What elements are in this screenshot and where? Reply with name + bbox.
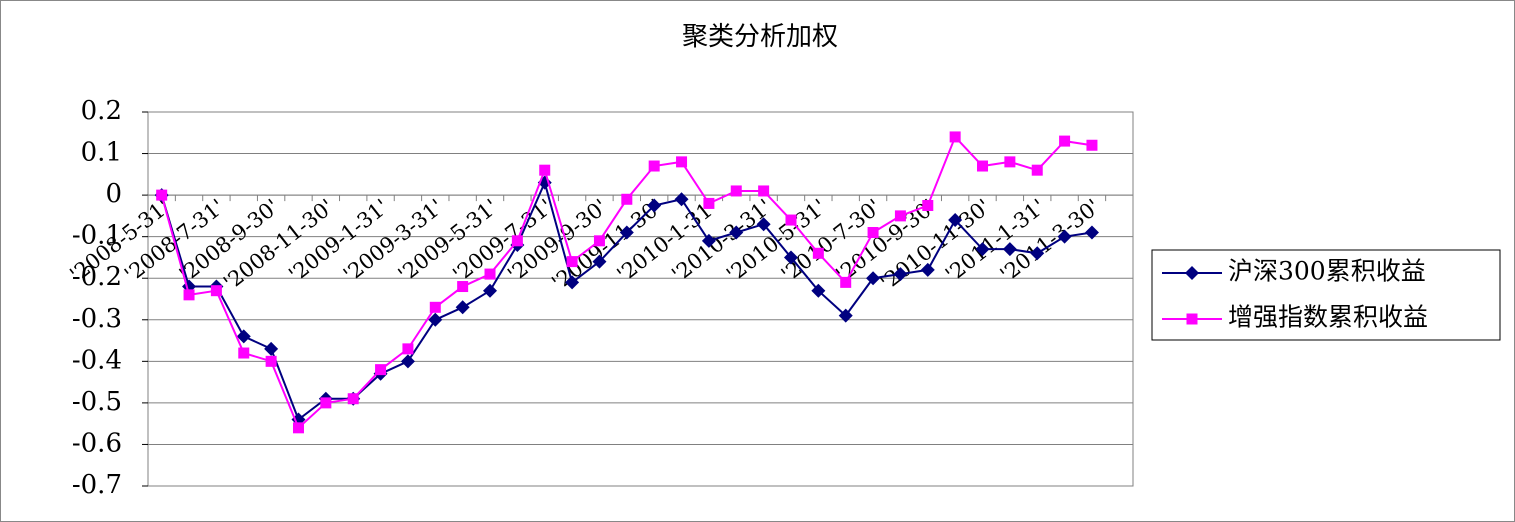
marker bbox=[511, 235, 523, 247]
marker bbox=[812, 247, 824, 259]
marker bbox=[920, 262, 935, 277]
marker bbox=[838, 308, 853, 323]
y-tick-label: -0.1 bbox=[72, 221, 122, 251]
marker bbox=[264, 341, 279, 356]
marker bbox=[783, 250, 798, 265]
marker bbox=[210, 285, 222, 297]
marker bbox=[949, 131, 961, 143]
marker bbox=[893, 267, 908, 282]
marker bbox=[922, 200, 934, 211]
marker bbox=[347, 393, 359, 405]
marker bbox=[674, 192, 689, 207]
marker bbox=[619, 225, 634, 240]
legend bbox=[1151, 249, 1501, 341]
legend-marker bbox=[1186, 313, 1198, 325]
marker bbox=[428, 312, 443, 327]
marker bbox=[701, 233, 716, 248]
marker bbox=[811, 283, 826, 298]
marker bbox=[592, 254, 607, 269]
marker bbox=[238, 347, 250, 359]
marker bbox=[156, 189, 168, 201]
marker bbox=[703, 197, 715, 209]
marker bbox=[539, 164, 551, 176]
marker bbox=[292, 422, 304, 434]
y-tick-label: 0.1 bbox=[81, 138, 122, 168]
marker bbox=[1002, 242, 1017, 257]
marker bbox=[183, 289, 195, 301]
marker bbox=[457, 281, 469, 293]
marker bbox=[236, 329, 251, 344]
y-tick-label: -0.3 bbox=[72, 304, 122, 334]
marker bbox=[867, 227, 879, 239]
marker bbox=[975, 242, 990, 257]
chart-title: 聚类分析加权 bbox=[682, 22, 838, 52]
marker bbox=[400, 354, 415, 369]
marker bbox=[730, 185, 742, 197]
marker bbox=[1030, 246, 1045, 261]
marker bbox=[566, 256, 578, 268]
marker bbox=[375, 364, 387, 376]
legend-marker bbox=[1185, 266, 1199, 280]
marker bbox=[729, 225, 744, 240]
marker bbox=[977, 160, 989, 172]
marker bbox=[484, 268, 496, 280]
y-tick-label: -0.7 bbox=[72, 470, 122, 500]
marker bbox=[758, 185, 770, 197]
marker bbox=[676, 156, 688, 168]
legend-label: 增强指数累积收益 bbox=[1228, 303, 1428, 332]
marker bbox=[429, 301, 441, 313]
marker bbox=[593, 235, 605, 247]
marker bbox=[894, 210, 906, 222]
marker bbox=[483, 283, 498, 298]
marker bbox=[840, 276, 852, 288]
marker bbox=[756, 217, 771, 232]
y-tick-label: 0.2 bbox=[81, 96, 122, 126]
marker bbox=[1086, 139, 1098, 151]
y-tick-label: -0.6 bbox=[72, 428, 122, 458]
marker bbox=[647, 198, 662, 213]
y-tick-label: -0.5 bbox=[72, 387, 122, 417]
y-tick-label: 0 bbox=[105, 179, 122, 209]
legend-label: 沪深300累积收益 bbox=[1228, 257, 1426, 286]
marker bbox=[565, 275, 580, 290]
marker bbox=[866, 271, 881, 286]
marker bbox=[320, 397, 332, 409]
marker bbox=[265, 355, 277, 367]
marker bbox=[1059, 135, 1071, 147]
marker bbox=[1084, 225, 1099, 240]
y-tick-label: -0.2 bbox=[72, 262, 122, 292]
marker bbox=[455, 300, 470, 315]
marker bbox=[1004, 156, 1016, 168]
marker bbox=[402, 343, 414, 355]
marker bbox=[648, 160, 660, 172]
marker bbox=[1031, 164, 1043, 176]
y-tick-label: -0.4 bbox=[72, 345, 122, 375]
plot-area bbox=[147, 111, 1134, 487]
marker bbox=[948, 213, 963, 228]
marker bbox=[621, 193, 633, 205]
marker bbox=[785, 214, 797, 226]
marker bbox=[1057, 229, 1072, 244]
